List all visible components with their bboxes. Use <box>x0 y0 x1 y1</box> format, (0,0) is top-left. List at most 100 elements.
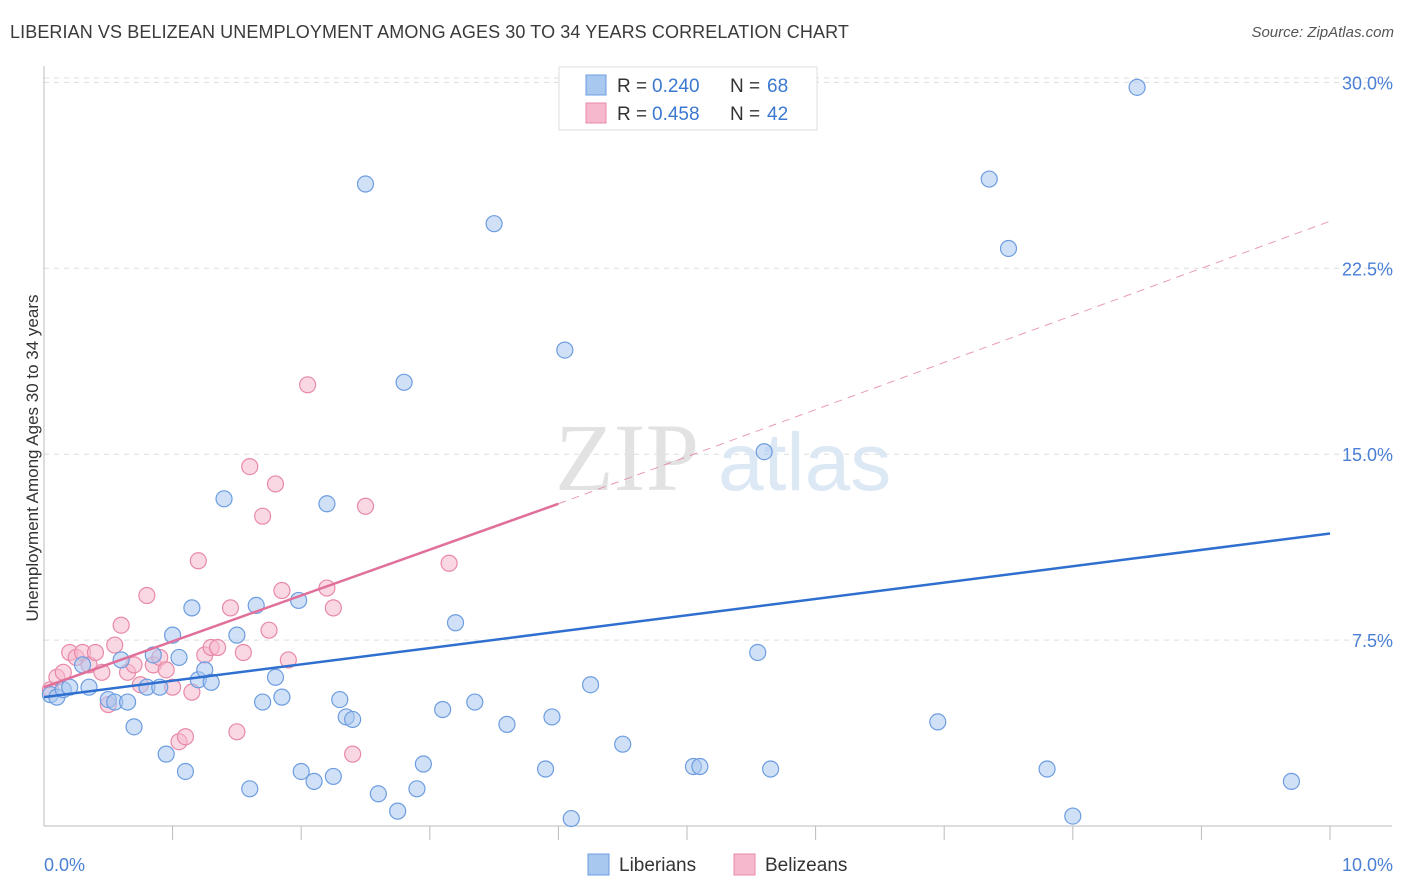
liberians-point-52 <box>581 676 600 694</box>
belizeans-trend-extension <box>558 220 1331 505</box>
legend-n-label-1: N = <box>730 76 760 97</box>
liberians-point-63 <box>1064 807 1082 825</box>
belizeans-point-11 <box>112 616 130 634</box>
y-tick-label-0: 7.5% <box>1352 631 1393 651</box>
legend-belizeans-label: Belizeans <box>765 855 847 876</box>
liberians-point-51 <box>562 809 580 828</box>
liberians-point-60 <box>980 170 998 188</box>
liberians-point-59 <box>929 713 947 731</box>
liberians-point-40 <box>395 373 413 391</box>
belizeans-point-39 <box>344 745 362 763</box>
y-tick-label-3: 30.0% <box>1342 73 1393 93</box>
liberians-point-17 <box>176 762 195 781</box>
liberians-point-48 <box>536 760 555 778</box>
liberians-point-32 <box>318 495 336 513</box>
liberians-point-38 <box>369 785 387 803</box>
belizeans-point-33 <box>266 475 285 493</box>
correlation-legend: R = 0.240 N = 68 R = 0.458 N = 42 <box>558 66 818 131</box>
liberians-point-41 <box>408 780 426 798</box>
liberians-point-56 <box>749 643 767 662</box>
liberians-point-26 <box>254 693 272 711</box>
y-tick-label-2: 22.5% <box>1342 259 1393 279</box>
liberians-point-43 <box>434 700 452 719</box>
liberians-point-27 <box>266 668 285 686</box>
liberians-point-61 <box>999 239 1018 258</box>
liberians-point-16 <box>170 648 188 667</box>
liberians-point-62 <box>1038 760 1056 778</box>
x-tick-label-1: 10.0% <box>1342 855 1393 875</box>
watermark-atlas: atlas <box>718 417 891 508</box>
liberians-point-14 <box>157 745 175 763</box>
liberians-point-58 <box>761 760 780 778</box>
belizeans-point-23 <box>189 552 207 570</box>
belizeans-point-18 <box>157 661 175 679</box>
y-tick-label-1: 15.0% <box>1342 445 1393 465</box>
liberians-point-22 <box>215 490 233 508</box>
liberians-point-31 <box>305 772 323 790</box>
legend-r-value-1: 0.240 <box>652 76 700 97</box>
liberians-point-46 <box>485 215 503 233</box>
legend-n-value-2: 42 <box>767 104 788 125</box>
legend-r-label-1: R = <box>617 76 647 97</box>
legend-belizeans-swatch <box>733 853 756 876</box>
trend-lines <box>43 220 1331 699</box>
legend-liberians-swatch <box>587 853 610 876</box>
liberians-point-37 <box>356 175 375 193</box>
belizeans-point-34 <box>273 581 291 600</box>
y-axis-label: Unemployment Among Ages 30 to 34 years <box>23 295 42 622</box>
legend-n-label-2: N = <box>730 104 760 125</box>
liberians-point-57 <box>755 443 773 461</box>
legend-swatch-blue <box>585 74 607 96</box>
watermark: ZIP atlas <box>555 404 891 511</box>
liberians-point-21 <box>202 673 220 691</box>
liberians-point-30 <box>292 762 310 781</box>
belizeans-point-32 <box>260 621 278 639</box>
liberians-point-9 <box>118 693 137 711</box>
belizeans-point-15 <box>138 586 156 605</box>
x-tick-label-0: 0.0% <box>44 855 85 875</box>
belizeans-point-10 <box>106 636 124 654</box>
liberians-point-10 <box>125 718 143 736</box>
tick-labels: 7.5% 15.0% 22.5% 30.0% 0.0% 10.0% <box>44 73 1393 875</box>
belizeans-point-38 <box>324 599 342 617</box>
liberians-point-45 <box>466 693 484 711</box>
belizeans-point-26 <box>209 638 227 657</box>
liberians-point-42 <box>414 755 432 773</box>
liberians-point-65 <box>1282 772 1301 790</box>
belizeans-point-35 <box>279 651 297 669</box>
belizeans-point-30 <box>241 457 259 476</box>
legend-liberians-label: Liberians <box>619 855 696 876</box>
watermark-zip: ZIP <box>555 404 699 511</box>
legend-n-value-1: 68 <box>767 76 788 97</box>
liberians-point-47 <box>498 715 516 733</box>
belizeans-trend-line <box>43 502 559 689</box>
legend-r-label-2: R = <box>617 104 647 125</box>
belizeans-point-29 <box>234 643 252 662</box>
liberians-point-28 <box>273 688 291 706</box>
belizeans-point-27 <box>221 599 240 617</box>
liberians-point-53 <box>614 735 632 753</box>
belizeans-point-36 <box>299 376 317 394</box>
belizeans-point-31 <box>254 507 272 525</box>
legend-swatch-pink <box>585 102 607 124</box>
liberians-trend-line <box>43 532 1331 699</box>
belizeans-point-41 <box>440 554 458 572</box>
series-legend: Liberians Belizeans <box>587 853 847 876</box>
liberians-point-49 <box>543 708 561 726</box>
liberians-point-39 <box>389 802 407 820</box>
belizeans-point-7 <box>86 643 105 662</box>
legend-r-value-2: 0.458 <box>652 104 700 125</box>
belizeans-point-40 <box>356 497 375 515</box>
liberians-point-44 <box>446 614 465 632</box>
liberians-point-18 <box>183 599 201 617</box>
liberians-point-23 <box>228 626 246 644</box>
liberians-point-33 <box>324 767 342 786</box>
liberians-point-36 <box>344 710 362 729</box>
liberians-point-24 <box>241 780 259 798</box>
belizeans-point-28 <box>228 723 246 741</box>
liberians-point-55 <box>691 757 709 776</box>
liberians-point-64 <box>1128 78 1146 96</box>
belizeans-point-21 <box>176 728 195 746</box>
liberians-point-50 <box>556 341 574 359</box>
